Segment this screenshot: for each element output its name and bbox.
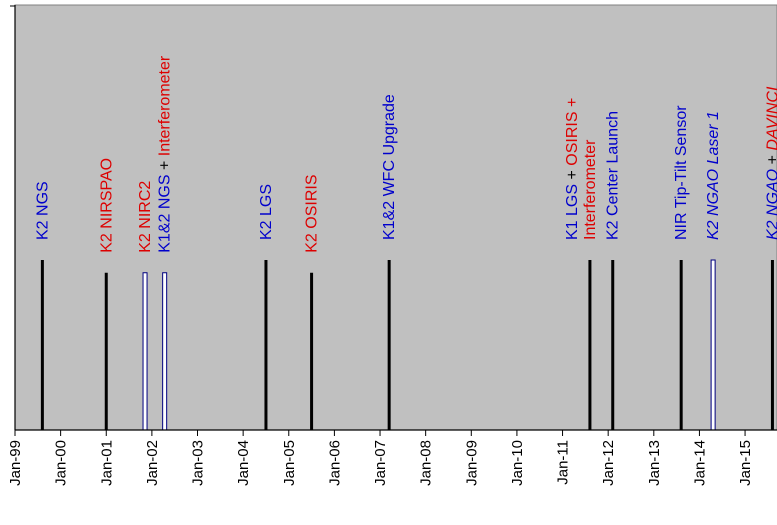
- event-markers: [40, 259, 774, 431]
- event-label-segment: K1&2 NGS: [157, 174, 174, 252]
- event-label: NIR Tip-Tilt Sensor: [673, 105, 690, 240]
- event-label-segment: +: [764, 151, 777, 169]
- event-label: K2 NGS: [34, 181, 51, 240]
- x-tick-label: Jan-13: [646, 440, 663, 486]
- x-tick-label: Jan-15: [737, 440, 754, 486]
- x-tick-label: Jan-14: [691, 440, 708, 486]
- event-label: K1&2 WFC Upgrade: [381, 94, 398, 240]
- event-label: K1&2 NGS + Interferometer: [157, 55, 174, 253]
- x-tick-label: Jan-04: [235, 440, 252, 486]
- event-label-segment: K1&2 WFC Upgrade: [381, 94, 398, 240]
- x-tick-label: Jan-05: [281, 440, 298, 486]
- x-tick-label: Jan-12: [600, 440, 617, 486]
- x-tick-label: Jan-01: [98, 440, 115, 486]
- event-label: K2 NIRC2: [137, 181, 154, 253]
- event-label-segment: K2 NGS: [34, 181, 51, 240]
- event-label: K2 NGAO + DAVINCI: [764, 86, 777, 240]
- event-marker: [142, 272, 148, 431]
- event-label-segment: DAVINCI: [764, 86, 777, 151]
- event-label-segment: K2 Center Launch: [605, 111, 622, 240]
- event-label: K1 LGS + OSIRIS +: [564, 98, 581, 240]
- event-label-segment: K2 OSIRIS: [304, 175, 321, 253]
- x-tick-label: Jan-02: [144, 440, 161, 486]
- x-tick-label: Jan-10: [509, 440, 526, 486]
- event-label: K2 Center Launch: [605, 111, 622, 240]
- x-tick-label: Jan-11: [555, 440, 572, 485]
- x-tick-label: Jan-99: [7, 440, 24, 486]
- x-tick-label: Jan-06: [326, 440, 343, 486]
- x-tick-label: Jan-03: [190, 440, 207, 486]
- x-tick-label: Jan-00: [53, 440, 70, 486]
- event-labels: K2 NGS K2 NIRSPAO K2 NIRC2 K1&2 NGS + Inter…: [34, 55, 777, 253]
- event-label-segment: K1 LGS: [564, 184, 581, 240]
- event-label: K2 NGAO Laser 1: [705, 111, 722, 240]
- event-label-segment: K2 LGS: [258, 184, 275, 240]
- x-tick-label: Jan-09: [463, 440, 480, 486]
- event-label: K2 OSIRIS: [304, 175, 321, 253]
- event-label: K2 LGS: [258, 184, 275, 240]
- event-label-segment: OSIRIS +: [564, 98, 581, 166]
- event-marker: [710, 259, 716, 431]
- x-tick-label: Jan-07: [372, 440, 389, 486]
- event-label-segment: +: [564, 166, 581, 184]
- event-label-segment: Interferometer: [582, 139, 599, 240]
- x-axis-ticks: Jan-99 Jan-00 Jan-01 Jan-02 Jan-03 Jan-04 Jan-…: [7, 5, 754, 486]
- x-tick-label: Jan-08: [418, 440, 435, 486]
- plot-area: [14, 4, 777, 431]
- event-label-segment: Interferometer: [157, 55, 174, 156]
- event-label-segment: +: [157, 156, 174, 174]
- event-label-segment: K2 NIRSPAO: [98, 158, 115, 253]
- event-label-segment: K2 NGAO Laser 1: [705, 111, 722, 240]
- event-marker: [162, 272, 168, 431]
- event-label-segment: K2 NGAO: [764, 169, 777, 240]
- event-label: Interferometer: [582, 139, 599, 240]
- event-label: K2 NIRSPAO: [98, 158, 115, 253]
- event-label-segment: K2 NIRC2: [137, 181, 154, 253]
- event-label-segment: NIR Tip-Tilt Sensor: [673, 105, 690, 240]
